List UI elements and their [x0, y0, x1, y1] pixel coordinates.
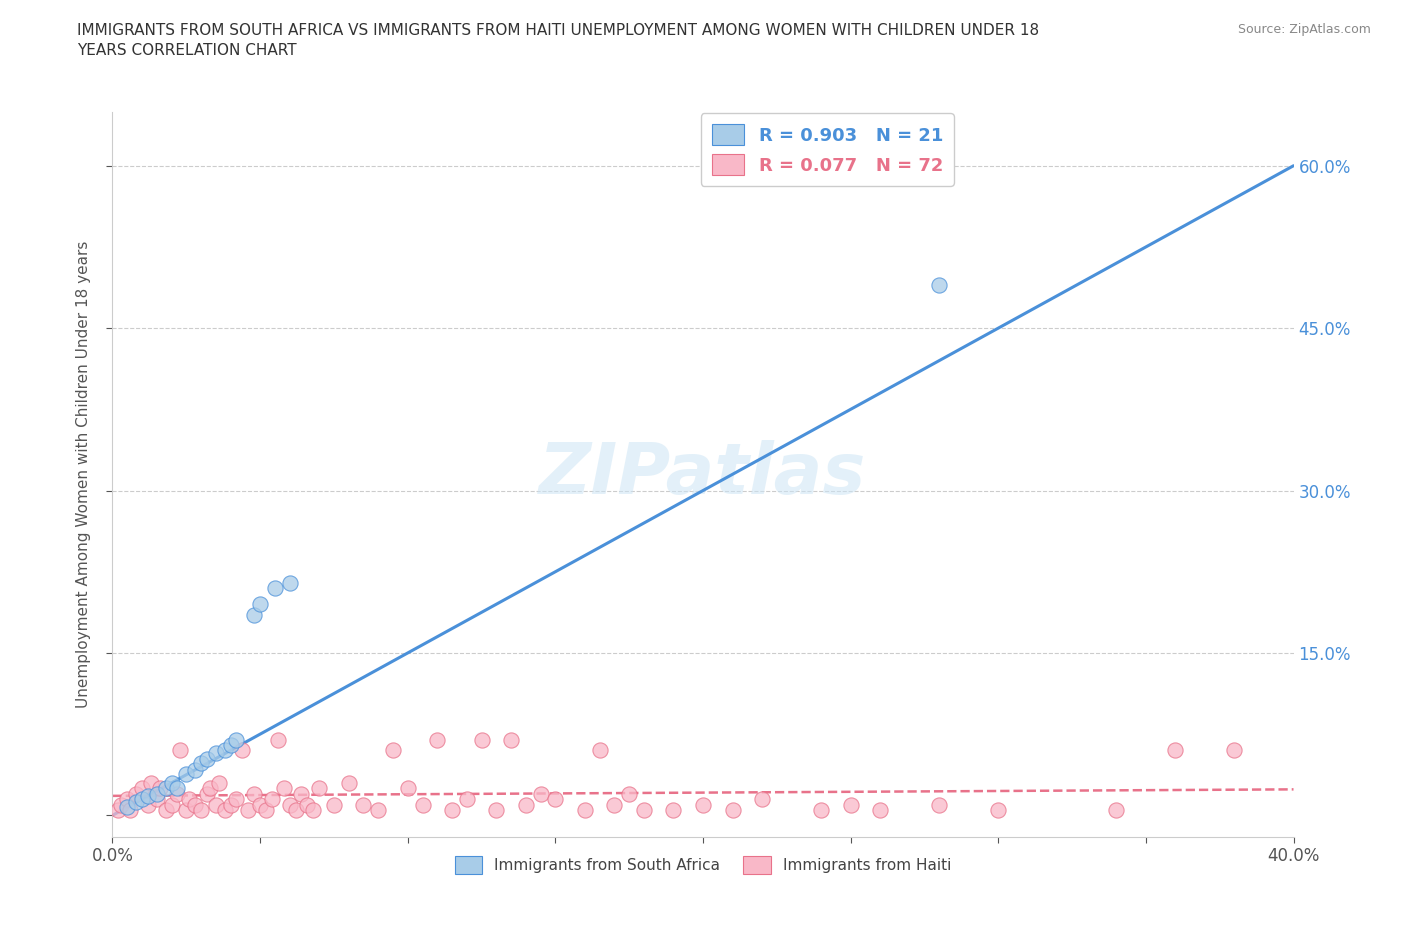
- Point: [470, 732, 494, 747]
- Point: [214, 743, 236, 758]
- Point: [131, 791, 153, 806]
- Point: [284, 803, 307, 817]
- Point: [260, 791, 283, 806]
- Point: [205, 745, 228, 760]
- Point: [1105, 803, 1128, 817]
- Point: [146, 786, 169, 801]
- Point: [426, 732, 449, 747]
- Point: [869, 803, 891, 817]
- Point: [721, 803, 744, 817]
- Point: [219, 797, 242, 812]
- Point: [169, 743, 191, 758]
- Text: Source: ZipAtlas.com: Source: ZipAtlas.com: [1237, 23, 1371, 36]
- Point: [166, 781, 188, 796]
- Point: [662, 803, 685, 817]
- Point: [544, 791, 567, 806]
- Point: [174, 803, 197, 817]
- Point: [382, 743, 405, 758]
- Point: [184, 763, 207, 777]
- Y-axis label: Unemployment Among Women with Children Under 18 years: Unemployment Among Women with Children U…: [76, 241, 91, 708]
- Point: [273, 781, 295, 796]
- Point: [243, 786, 266, 801]
- Point: [367, 803, 389, 817]
- Point: [160, 797, 183, 812]
- Point: [588, 743, 610, 758]
- Point: [117, 791, 138, 806]
- Point: [603, 797, 626, 812]
- Point: [160, 776, 183, 790]
- Point: [139, 776, 162, 790]
- Legend: Immigrants from South Africa, Immigrants from Haiti: Immigrants from South Africa, Immigrants…: [449, 850, 957, 880]
- Point: [396, 781, 419, 796]
- Point: [515, 797, 537, 812]
- Point: [131, 781, 153, 796]
- Point: [308, 781, 330, 796]
- Point: [243, 607, 266, 622]
- Point: [174, 766, 197, 781]
- Point: [117, 799, 138, 814]
- Point: [633, 803, 655, 817]
- Point: [155, 803, 177, 817]
- Point: [810, 803, 832, 817]
- Point: [238, 803, 260, 817]
- Point: [323, 797, 346, 812]
- Point: [149, 781, 172, 796]
- Point: [302, 803, 325, 817]
- Point: [278, 797, 301, 812]
- Point: [987, 803, 1010, 817]
- Point: [205, 797, 228, 812]
- Point: [136, 797, 159, 812]
- Point: [195, 751, 218, 766]
- Point: [529, 786, 551, 801]
- Point: [198, 781, 221, 796]
- Point: [254, 803, 277, 817]
- Point: [125, 795, 148, 810]
- Point: [1164, 743, 1187, 758]
- Point: [195, 786, 218, 801]
- Point: [249, 797, 271, 812]
- Point: [751, 791, 773, 806]
- Point: [278, 575, 301, 590]
- Point: [928, 797, 950, 812]
- Point: [264, 580, 287, 595]
- Text: ZIPatlas: ZIPatlas: [540, 440, 866, 509]
- Point: [456, 791, 478, 806]
- Point: [190, 803, 212, 817]
- Point: [208, 776, 231, 790]
- Text: IMMIGRANTS FROM SOUTH AFRICA VS IMMIGRANTS FROM HAITI UNEMPLOYMENT AMONG WOMEN W: IMMIGRANTS FROM SOUTH AFRICA VS IMMIGRAN…: [77, 23, 1039, 58]
- Point: [107, 803, 129, 817]
- Point: [1223, 743, 1246, 758]
- Point: [166, 786, 188, 801]
- Point: [136, 789, 159, 804]
- Point: [485, 803, 508, 817]
- Point: [155, 781, 177, 796]
- Point: [214, 803, 236, 817]
- Point: [125, 786, 148, 801]
- Point: [337, 776, 360, 790]
- Point: [249, 597, 271, 612]
- Point: [190, 756, 212, 771]
- Point: [692, 797, 714, 812]
- Point: [441, 803, 464, 817]
- Point: [231, 743, 253, 758]
- Point: [290, 786, 312, 801]
- Point: [501, 732, 523, 747]
- Point: [928, 277, 950, 292]
- Point: [574, 803, 596, 817]
- Point: [619, 786, 641, 801]
- Point: [179, 791, 201, 806]
- Point: [352, 797, 374, 812]
- Point: [225, 732, 247, 747]
- Point: [110, 797, 132, 812]
- Point: [146, 791, 169, 806]
- Point: [219, 737, 242, 752]
- Point: [267, 732, 290, 747]
- Point: [839, 797, 862, 812]
- Point: [297, 797, 319, 812]
- Point: [120, 803, 142, 817]
- Point: [225, 791, 247, 806]
- Point: [411, 797, 433, 812]
- Point: [184, 797, 207, 812]
